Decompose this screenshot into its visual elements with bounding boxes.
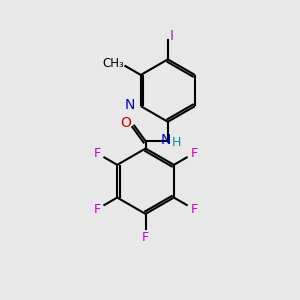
- Text: CH₃: CH₃: [102, 57, 124, 70]
- Text: F: F: [142, 231, 149, 244]
- Text: F: F: [190, 202, 197, 216]
- Text: H: H: [172, 136, 182, 149]
- Text: O: O: [121, 116, 131, 130]
- Text: F: F: [94, 202, 101, 216]
- Text: N: N: [125, 98, 136, 112]
- Text: N: N: [160, 134, 171, 148]
- Text: F: F: [94, 147, 101, 160]
- Text: I: I: [169, 28, 173, 43]
- Text: F: F: [190, 147, 197, 160]
